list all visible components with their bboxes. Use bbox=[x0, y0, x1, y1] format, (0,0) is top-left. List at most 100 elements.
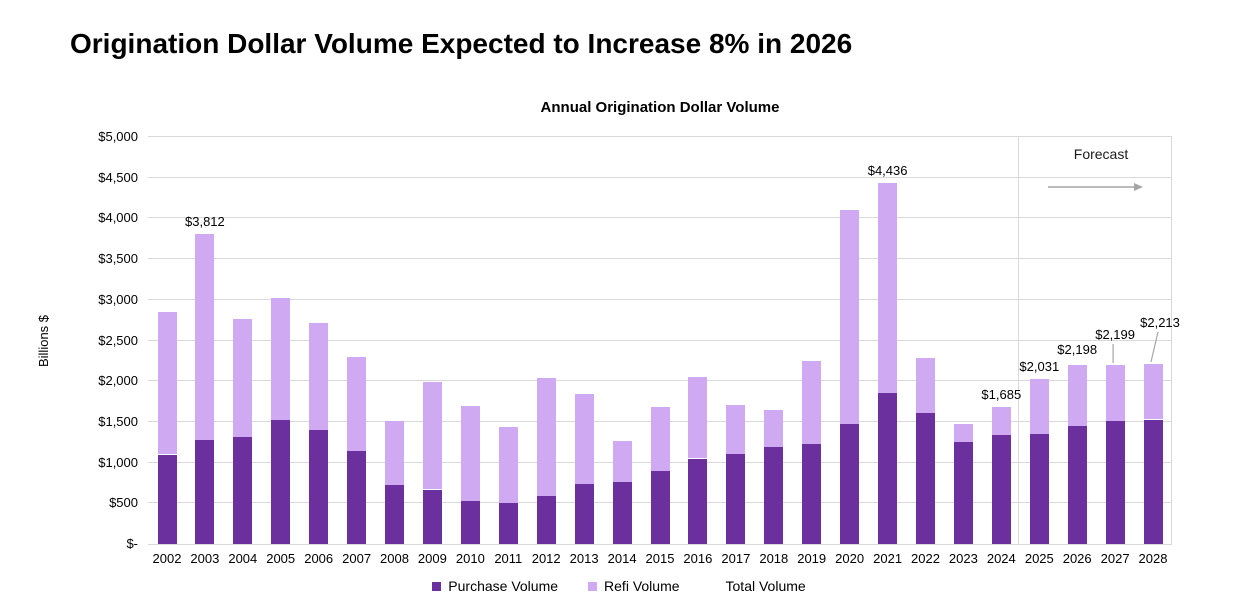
bar-refi-2016 bbox=[688, 377, 708, 459]
x-tick-label-2012: 2012 bbox=[531, 551, 561, 566]
bar-purchase-2006 bbox=[309, 430, 329, 544]
gridline bbox=[148, 258, 1172, 259]
bar-refi-2003 bbox=[195, 233, 215, 440]
plot-area: Forecast $3,812 $4,436 $1,685 $2,031 $2,198 $… bbox=[148, 136, 1180, 545]
bar-refi-2019 bbox=[802, 360, 822, 444]
gridline bbox=[148, 380, 1172, 381]
x-tick-label-2010: 2010 bbox=[455, 551, 485, 566]
x-tick-label-2003: 2003 bbox=[190, 551, 220, 566]
bar-purchase-2024 bbox=[991, 434, 1011, 544]
forecast-arrow-icon bbox=[1048, 183, 1143, 191]
bar-purchase-2008 bbox=[385, 484, 404, 544]
legend-item-purchase-volume: Purchase Volume bbox=[432, 578, 558, 594]
x-tick-label-2018: 2018 bbox=[759, 551, 789, 566]
bar-purchase-2007 bbox=[347, 451, 367, 544]
y-tick-label: $2,000 bbox=[98, 373, 138, 389]
gridline bbox=[148, 136, 1172, 137]
bar-refi-2021 bbox=[878, 182, 898, 394]
bar-refi-2005 bbox=[271, 298, 291, 421]
bar-purchase-2021 bbox=[878, 393, 898, 544]
y-tick-label: $4,500 bbox=[98, 169, 138, 185]
data-label-2003: $3,812 bbox=[185, 213, 225, 229]
x-tick-label-2026: 2026 bbox=[1062, 551, 1092, 566]
bar-refi-2020 bbox=[840, 210, 860, 424]
bar-refi-2012 bbox=[536, 377, 556, 496]
data-label-2021: $4,436 bbox=[867, 162, 908, 178]
bar-purchase-2022 bbox=[916, 412, 935, 544]
bar-refi-2014 bbox=[612, 441, 632, 483]
bar-refi-2010 bbox=[460, 405, 480, 501]
y-axis-ticks: $- $500 $1,000 $1,500 $2,000 $2,500 $3,000 $3,5… bbox=[56, 0, 138, 608]
x-tick-label-2014: 2014 bbox=[607, 551, 637, 566]
bar-purchase-2005 bbox=[271, 420, 291, 544]
bar-purchase-2015 bbox=[650, 470, 670, 544]
bar-refi-2025 bbox=[1029, 378, 1049, 435]
gridline bbox=[148, 177, 1172, 178]
bar-purchase-2017 bbox=[726, 453, 746, 544]
gridline bbox=[148, 340, 1172, 341]
y-tick-label: $5,000 bbox=[98, 129, 138, 144]
bar-purchase-2004 bbox=[233, 437, 253, 544]
bar-refi-2018 bbox=[764, 409, 784, 448]
x-tick-label-2016: 2016 bbox=[683, 551, 713, 566]
x-tick-label-2009: 2009 bbox=[417, 551, 447, 566]
x-tick-label-2011: 2011 bbox=[494, 551, 523, 566]
gridline bbox=[148, 299, 1172, 300]
x-tick-label-2019: 2019 bbox=[797, 551, 827, 566]
x-tick-label-2004: 2004 bbox=[228, 551, 258, 566]
chart-title: Annual Origination Dollar Volume bbox=[540, 99, 780, 116]
plot-right-border bbox=[1171, 137, 1172, 544]
bar-purchase-2027 bbox=[1105, 421, 1125, 544]
bar-purchase-2018 bbox=[764, 447, 784, 544]
data-label-2024: $1,685 bbox=[981, 386, 1022, 402]
bar-purchase-2010 bbox=[460, 500, 480, 544]
x-tick-label-2013: 2013 bbox=[569, 551, 599, 566]
bar-purchase-2013 bbox=[574, 483, 594, 544]
data-label-2027: $2,199 bbox=[1095, 327, 1135, 342]
y-tick-label: $1,500 bbox=[98, 413, 138, 429]
bar-refi-2011 bbox=[498, 427, 518, 503]
bar-purchase-2025 bbox=[1029, 434, 1049, 544]
bar-refi-2017 bbox=[726, 404, 746, 454]
legend-swatch bbox=[588, 581, 598, 591]
forecast-label: Forecast bbox=[1073, 146, 1129, 162]
bar-purchase-2009 bbox=[422, 489, 442, 544]
x-tick-label-2006: 2006 bbox=[304, 551, 334, 566]
x-axis-line bbox=[148, 544, 1172, 545]
bar-purchase-2003 bbox=[195, 439, 215, 544]
x-tick-label-2002: 2002 bbox=[152, 551, 182, 566]
x-tick-label-2008: 2008 bbox=[380, 551, 409, 566]
bar-purchase-2019 bbox=[802, 443, 822, 544]
bar-refi-2004 bbox=[233, 318, 253, 438]
bar-purchase-2002 bbox=[157, 454, 177, 544]
x-tick-label-2007: 2007 bbox=[342, 551, 372, 566]
y-tick-label: $2,500 bbox=[98, 332, 138, 348]
legend-swatch bbox=[432, 581, 442, 591]
bar-purchase-2012 bbox=[536, 496, 556, 544]
data-label-2025: $2,031 bbox=[1019, 358, 1060, 374]
x-tick-label-2023: 2023 bbox=[948, 551, 978, 566]
bar-purchase-2028 bbox=[1143, 419, 1163, 544]
x-tick-label-2024: 2024 bbox=[986, 551, 1016, 566]
legend-item-refi-volume: Refi Volume bbox=[588, 578, 680, 594]
bar-purchase-2026 bbox=[1067, 426, 1087, 544]
y-tick-label: $4,000 bbox=[98, 210, 138, 226]
bar-purchase-2016 bbox=[688, 458, 708, 544]
y-tick-label: $500 bbox=[109, 495, 138, 511]
bar-refi-2023 bbox=[953, 423, 973, 443]
legend-label: Total Volume bbox=[725, 578, 806, 594]
x-tick-label-2025: 2025 bbox=[1024, 551, 1054, 566]
bar-refi-2026 bbox=[1067, 365, 1087, 426]
data-label-2026: $2,198 bbox=[1057, 342, 1098, 358]
bar-refi-2002 bbox=[157, 312, 177, 455]
bar-refi-2013 bbox=[574, 394, 594, 484]
legend-item-total-volume: Total Volume bbox=[710, 578, 806, 594]
bar-refi-2028 bbox=[1143, 363, 1163, 420]
bar-refi-2015 bbox=[650, 407, 670, 471]
bar-refi-2022 bbox=[916, 357, 935, 413]
y-tick-label: $- bbox=[126, 536, 138, 551]
page-title: Origination Dollar Volume Expected to In… bbox=[70, 28, 853, 59]
x-tick-label-2005: 2005 bbox=[266, 551, 296, 566]
bar-refi-2024 bbox=[991, 406, 1011, 435]
